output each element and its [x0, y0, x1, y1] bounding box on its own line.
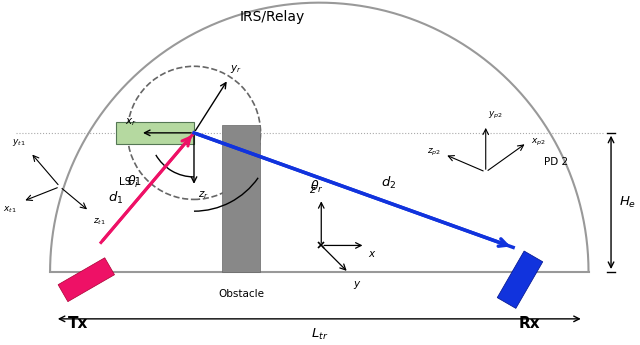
- Bar: [116, 122, 194, 144]
- Text: $y_r$: $y_r$: [230, 63, 242, 75]
- Text: $y_{p2}$: $y_{p2}$: [488, 110, 502, 121]
- Text: Tx: Tx: [68, 316, 89, 331]
- Text: $z_{t1}$: $z_{t1}$: [93, 216, 106, 227]
- Text: IRS/Relay: IRS/Relay: [240, 10, 305, 24]
- Text: PD 2: PD 2: [545, 157, 568, 167]
- Text: LS 1: LS 1: [118, 177, 141, 187]
- Polygon shape: [497, 251, 543, 308]
- Bar: [222, 125, 260, 272]
- Text: $d_1$: $d_1$: [108, 189, 124, 206]
- Text: $H_e$: $H_e$: [619, 195, 636, 210]
- Text: Rx: Rx: [519, 316, 541, 331]
- Text: $L_{tr}$: $L_{tr}$: [310, 327, 328, 342]
- Text: $x$: $x$: [368, 249, 377, 259]
- Text: $\theta_i$: $\theta_i$: [127, 174, 140, 190]
- Polygon shape: [58, 258, 115, 302]
- Text: $x_{t1}$: $x_{t1}$: [3, 204, 17, 215]
- Text: $x_r$: $x_r$: [125, 116, 137, 128]
- Text: $x_{p2}$: $x_{p2}$: [531, 137, 546, 148]
- Text: $z$: $z$: [308, 185, 316, 195]
- Text: $z_{p2}$: $z_{p2}$: [426, 147, 441, 158]
- Text: Obstacle: Obstacle: [218, 289, 264, 299]
- Text: $d_2$: $d_2$: [381, 175, 396, 191]
- Text: $y_{t1}$: $y_{t1}$: [12, 137, 26, 148]
- Text: $y$: $y$: [353, 279, 361, 291]
- Text: $\theta_r$: $\theta_r$: [310, 179, 323, 195]
- Text: $z_r$: $z_r$: [198, 190, 209, 201]
